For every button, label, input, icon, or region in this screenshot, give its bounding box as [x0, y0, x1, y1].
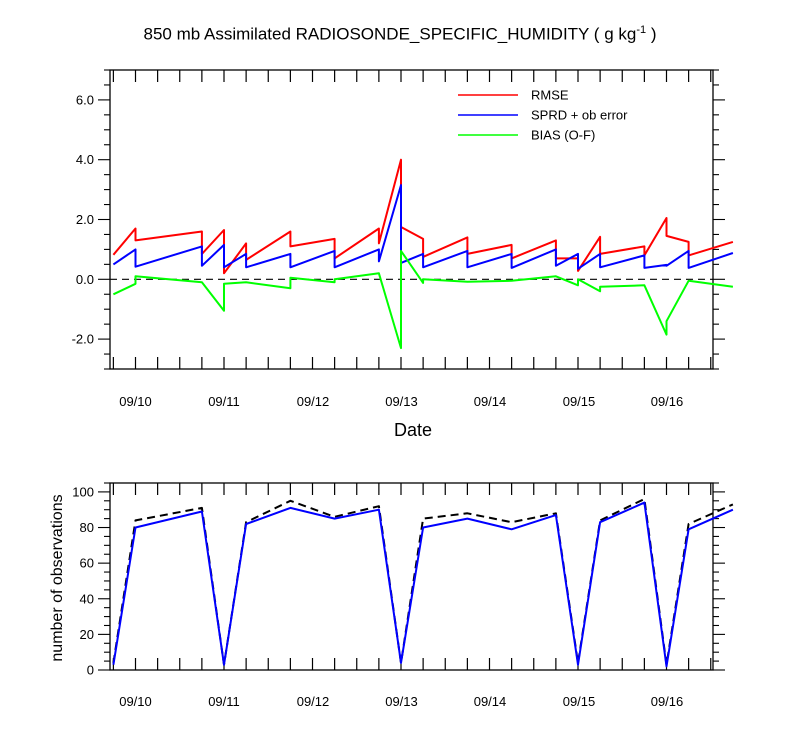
main-y-tick-label: 6.0: [76, 92, 94, 107]
obs-x-tick-label: 09/16: [651, 694, 684, 709]
main-x-tick-label: 09/12: [297, 394, 330, 409]
legend-label-2: BIAS (O-F): [531, 128, 595, 143]
obs-y-tick-label: 20: [80, 627, 94, 642]
y-axis-title: number of observations: [49, 494, 66, 661]
main-x-tick-label: 09/13: [385, 394, 418, 409]
main-y-tick-label: 2.0: [76, 212, 94, 227]
legend-label-0: RMSE: [531, 88, 569, 103]
chart-title: 850 mb Assimilated RADIOSONDE_SPECIFIC_H…: [0, 24, 800, 45]
main-x-tick-label: 09/15: [563, 394, 596, 409]
main-x-tick-label: 09/14: [474, 394, 507, 409]
x-axis-title: Date: [394, 420, 432, 440]
main-y-tick-label: -2.0: [72, 332, 94, 347]
main-y-tick-label: 0.0: [76, 272, 94, 287]
obs-series-line-1: [112, 501, 734, 668]
obs-x-tick-label: 09/15: [563, 694, 596, 709]
main-y-tick-label: 4.0: [76, 152, 94, 167]
main-x-tick-label: 09/11: [208, 394, 240, 409]
obs-x-tick-label: 09/12: [297, 694, 330, 709]
obs-y-tick-label: 0: [87, 663, 94, 678]
obs-y-tick-label: 100: [72, 484, 94, 499]
obs-y-tick-label: 40: [80, 591, 94, 606]
title-prefix: 850 mb Assimilated RADIOSONDE_SPECIFIC_H…: [143, 24, 637, 44]
title-suffix: ): [646, 24, 657, 44]
obs-x-tick-label: 09/10: [119, 694, 152, 709]
obs-x-tick-label: 09/14: [474, 694, 507, 709]
obs-y-tick-label: 80: [80, 520, 94, 535]
main-x-tick-label: 09/16: [651, 394, 684, 409]
obs-x-tick-label: 09/13: [385, 694, 418, 709]
obs-y-tick-label: 60: [80, 556, 94, 571]
obs-x-tick-label: 09/11: [208, 694, 240, 709]
main-series-line-1: [112, 184, 734, 270]
main-x-tick-label: 09/10: [119, 394, 152, 409]
legend-label-1: SPRD + ob error: [531, 108, 628, 123]
obs-series-line-0: [112, 498, 734, 666]
obs-plot-frame: [109, 482, 714, 671]
main-series-line-2: [112, 249, 734, 350]
title-superscript: -1: [636, 24, 647, 36]
